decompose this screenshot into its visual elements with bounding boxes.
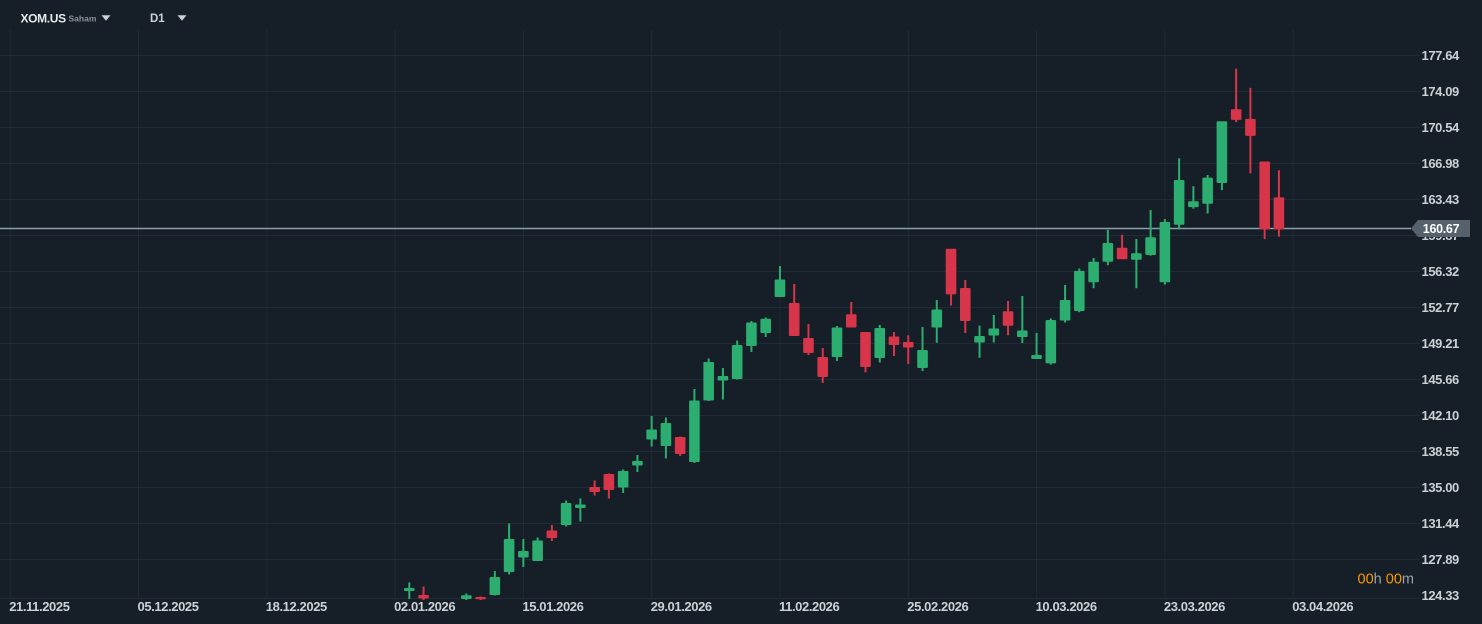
- svg-text:Saham: Saham: [69, 14, 97, 24]
- svg-text:23.03.2026: 23.03.2026: [1164, 599, 1225, 614]
- svg-text:15.01.2026: 15.01.2026: [522, 599, 583, 614]
- svg-text:138.55: 138.55: [1422, 444, 1460, 459]
- svg-text:03.04.2026: 03.04.2026: [1292, 599, 1353, 614]
- svg-text:142.10: 142.10: [1422, 408, 1460, 423]
- svg-text:25.02.2026: 25.02.2026: [907, 599, 968, 614]
- svg-text:29.01.2026: 29.01.2026: [651, 599, 712, 614]
- svg-text:18.12.2025: 18.12.2025: [266, 599, 327, 614]
- svg-text:152.77: 152.77: [1422, 300, 1460, 315]
- svg-text:02.01.2026: 02.01.2026: [394, 599, 455, 614]
- svg-text:00h 00m: 00h 00m: [1358, 572, 1414, 588]
- svg-text:124.33: 124.33: [1422, 588, 1460, 603]
- svg-text:XOM.US: XOM.US: [21, 11, 67, 25]
- svg-text:10.03.2026: 10.03.2026: [1036, 599, 1097, 614]
- svg-text:166.98: 166.98: [1422, 156, 1460, 171]
- svg-text:145.66: 145.66: [1422, 372, 1460, 387]
- svg-text:D1: D1: [150, 13, 165, 25]
- svg-text:156.32: 156.32: [1422, 264, 1460, 279]
- svg-text:163.43: 163.43: [1422, 192, 1460, 207]
- svg-text:11.02.2026: 11.02.2026: [779, 599, 840, 614]
- svg-text:160.67: 160.67: [1423, 222, 1460, 236]
- svg-text:149.21: 149.21: [1422, 336, 1460, 351]
- svg-text:135.00: 135.00: [1422, 480, 1460, 495]
- svg-text:170.54: 170.54: [1422, 120, 1461, 135]
- svg-text:131.44: 131.44: [1422, 516, 1461, 531]
- svg-text:177.64: 177.64: [1422, 48, 1461, 63]
- svg-text:21.11.2025: 21.11.2025: [9, 599, 70, 614]
- svg-text:127.89: 127.89: [1422, 552, 1460, 567]
- svg-text:174.09: 174.09: [1422, 84, 1460, 99]
- svg-text:05.12.2025: 05.12.2025: [138, 599, 199, 614]
